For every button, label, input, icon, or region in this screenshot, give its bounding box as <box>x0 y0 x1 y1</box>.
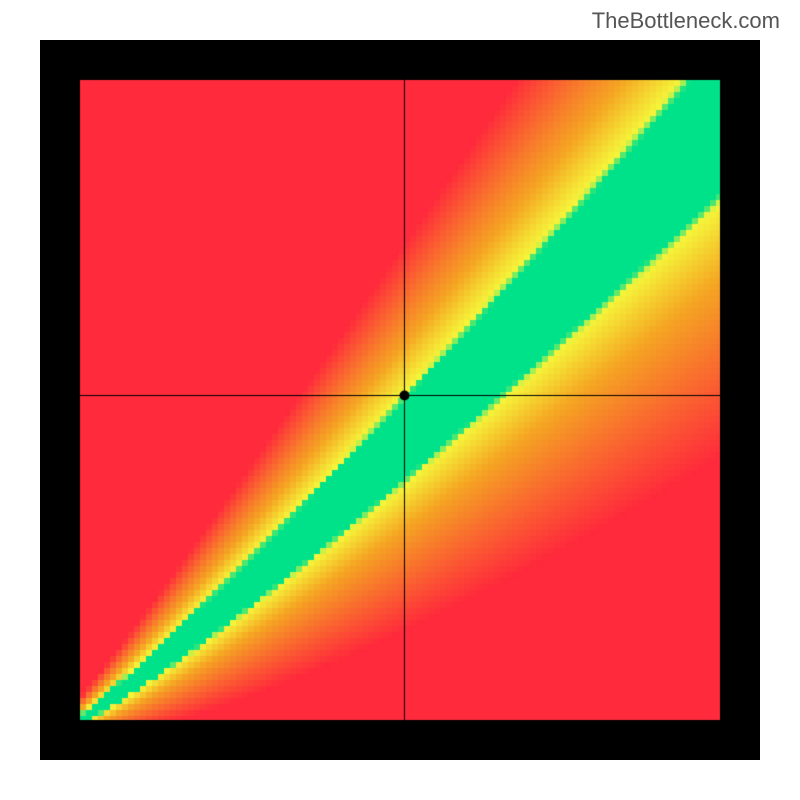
chart-container: TheBottleneck.com <box>0 0 800 800</box>
watermark-label: TheBottleneck.com <box>592 8 780 34</box>
heatmap-canvas <box>40 40 760 760</box>
chart-frame <box>40 40 760 760</box>
